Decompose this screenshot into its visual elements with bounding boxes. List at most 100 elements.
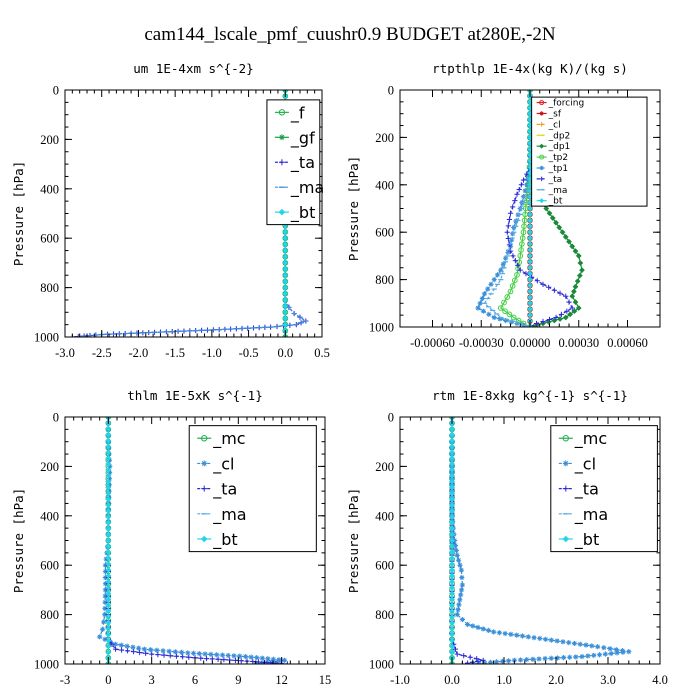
data-point-shape: [449, 484, 455, 491]
data-point: [449, 602, 455, 609]
data-point: [563, 293, 569, 299]
data-point: [178, 649, 185, 655]
data-point-shape: [546, 316, 553, 323]
data-point-shape: [449, 425, 455, 432]
data-point: [105, 619, 112, 626]
data-point-shape: [554, 638, 560, 644]
data-point: [449, 549, 455, 556]
data-point-shape: [579, 653, 585, 660]
data-point-shape: [105, 549, 112, 556]
data-point: [449, 637, 455, 644]
y-axis-label: Pressure [hPa]: [11, 161, 26, 266]
data-point-shape: [540, 281, 546, 287]
legend-marker: [562, 535, 570, 543]
data-point: [106, 457, 113, 463]
data-point-shape: [282, 259, 289, 266]
legend-entry: _tp1: [536, 164, 568, 174]
data-point: [480, 308, 487, 314]
data-point: [106, 476, 113, 482]
data-point: [137, 649, 143, 656]
data-point: [449, 543, 455, 550]
legend-entry: _bt: [274, 203, 315, 223]
data-point-shape: [517, 657, 524, 663]
data-point-shape: [198, 655, 204, 661]
data-point-shape: [105, 590, 112, 597]
data-point: [527, 312, 533, 319]
data-point-shape: [502, 308, 508, 315]
data-point: [203, 655, 210, 662]
data-point-shape: [519, 633, 526, 639]
y-tick-label: 0: [53, 411, 59, 425]
data-point-shape: [527, 229, 533, 236]
data-point-shape: [527, 312, 533, 319]
data-point-shape: [242, 653, 249, 660]
x-tick-label: 9: [235, 673, 241, 687]
data-point-shape: [221, 657, 227, 663]
data-point-shape: [214, 652, 220, 658]
data-point-shape: [480, 626, 486, 632]
data-point-shape: [282, 247, 289, 254]
data-point-shape: [475, 658, 481, 664]
legend-marker-shape: [539, 143, 545, 149]
data-point-shape: [105, 514, 112, 520]
data-point-shape: [225, 652, 231, 659]
data-point-shape: [202, 651, 208, 657]
data-point: [456, 602, 462, 608]
data-point-shape: [454, 552, 460, 558]
data-point: [470, 623, 476, 629]
y-tick-label: 1000: [34, 331, 59, 345]
data-point: [172, 649, 178, 655]
data-point: [566, 238, 572, 245]
y-tick-label: 0: [388, 84, 394, 98]
legend-label: _ma: [548, 186, 568, 196]
data-point: [570, 288, 577, 295]
data-point: [118, 647, 125, 653]
data-point: [507, 210, 514, 216]
data-point-shape: [250, 658, 256, 664]
data-point: [105, 566, 112, 573]
data-point-shape: [178, 649, 185, 655]
data-point: [591, 652, 597, 658]
data-point-shape: [507, 243, 514, 250]
data-point: [449, 566, 455, 573]
data-point: [517, 253, 524, 259]
legend-box: [531, 96, 648, 207]
data-point-shape: [449, 619, 455, 626]
data-point-shape: [161, 652, 167, 658]
legend-label: _forcing: [548, 99, 585, 109]
chart-title: rtpthlp 1E-4x(kg K)/(kg s): [432, 61, 628, 76]
data-point: [527, 252, 533, 259]
data-point: [449, 437, 455, 444]
legend-marker-shape: [201, 435, 208, 442]
legend-label: _ma: [574, 505, 608, 525]
data-point-shape: [542, 656, 548, 662]
data-point: [449, 537, 455, 544]
data-point-shape: [105, 519, 112, 526]
data-point: [527, 229, 533, 236]
x-tick-label: 4.0: [652, 673, 668, 687]
data-point: [518, 247, 524, 253]
data-point-shape: [557, 290, 563, 296]
data-point: [533, 320, 540, 327]
data-point-shape: [282, 315, 289, 322]
data-point: [556, 224, 563, 231]
data-point: [527, 235, 533, 242]
data-point-shape: [585, 653, 591, 659]
data-point: [221, 657, 227, 663]
data-point-shape: [258, 660, 265, 664]
data-point: [514, 191, 520, 197]
legend-marker: [539, 143, 545, 149]
data-point: [449, 561, 455, 567]
data-point-shape: [485, 286, 491, 292]
data-point-shape: [449, 543, 455, 550]
data-point: [475, 658, 481, 664]
legend-entry: _gf: [274, 128, 315, 148]
data-point-shape: [569, 243, 576, 250]
data-point: [517, 267, 523, 273]
data-point: [596, 652, 603, 658]
data-point: [131, 649, 137, 655]
data-point-shape: [282, 241, 289, 248]
x-tick-label: -2.5: [92, 346, 112, 360]
data-point: [608, 650, 614, 657]
data-point-shape: [449, 649, 455, 656]
